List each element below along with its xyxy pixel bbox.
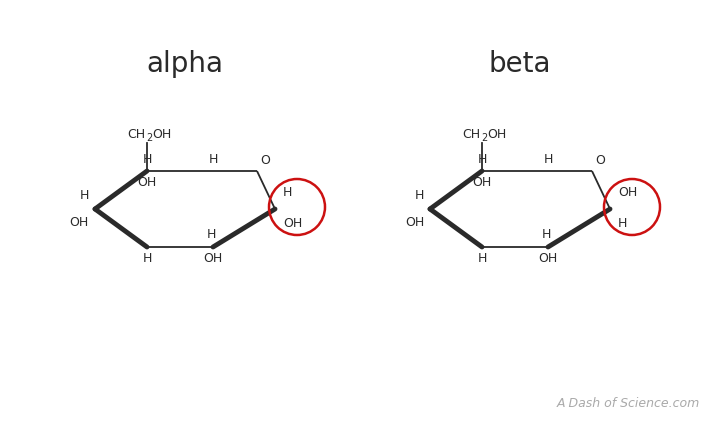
Text: CH: CH	[127, 128, 145, 141]
Text: H: H	[618, 217, 627, 230]
Text: 2: 2	[146, 133, 152, 143]
Text: beta: beta	[489, 50, 552, 78]
Text: H: H	[143, 252, 152, 265]
Text: OH: OH	[472, 176, 492, 189]
Text: 2: 2	[481, 133, 487, 143]
Text: H: H	[477, 153, 487, 166]
Text: OH: OH	[283, 217, 302, 230]
Text: H: H	[541, 228, 551, 241]
Text: OH: OH	[152, 128, 171, 141]
Text: H: H	[415, 189, 424, 202]
Text: H: H	[477, 252, 487, 265]
Text: O: O	[595, 154, 605, 167]
Text: alpha: alpha	[146, 50, 223, 78]
Text: A Dash of Science.com: A Dash of Science.com	[557, 397, 700, 410]
Text: H: H	[283, 186, 292, 199]
Text: OH: OH	[203, 252, 222, 265]
Text: CH: CH	[462, 128, 480, 141]
Text: H: H	[544, 153, 553, 166]
Text: H: H	[207, 228, 216, 241]
Text: OH: OH	[70, 216, 89, 229]
Text: H: H	[143, 153, 152, 166]
Text: H: H	[80, 189, 89, 202]
Text: OH: OH	[539, 252, 557, 265]
Text: O: O	[260, 154, 270, 167]
Text: OH: OH	[487, 128, 506, 141]
Text: OH: OH	[618, 186, 637, 199]
Text: H: H	[208, 153, 217, 166]
Text: OH: OH	[138, 176, 157, 189]
Text: OH: OH	[405, 216, 424, 229]
